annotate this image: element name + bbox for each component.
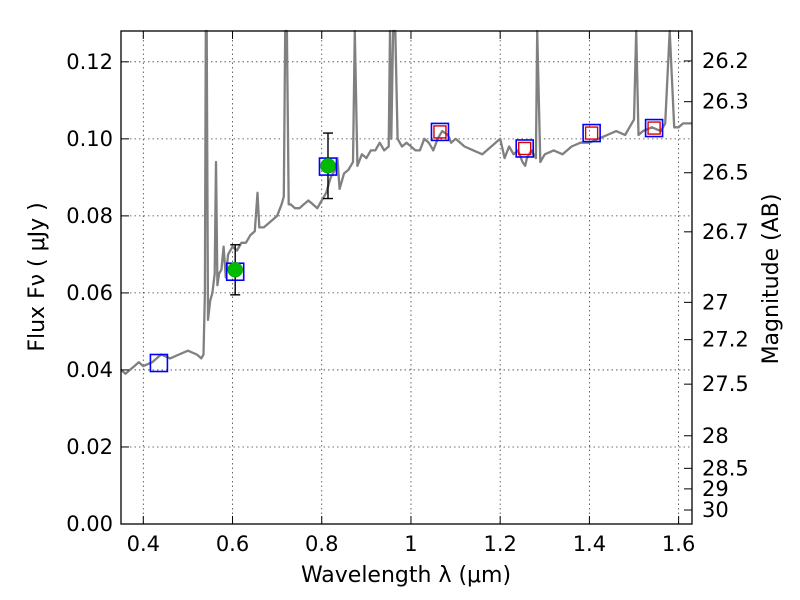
right-tick-label: 27 <box>702 290 729 314</box>
right-tick-label: 29 <box>702 477 729 501</box>
right-tick-label: 26.7 <box>702 220 749 244</box>
x-tick-label: 0.6 <box>216 532 249 556</box>
right-tick-label: 26.3 <box>702 90 749 114</box>
y-tick-label: 0.08 <box>66 204 113 228</box>
model-photometry-blue-square <box>644 118 664 138</box>
x-tick-label: 1.2 <box>483 532 516 556</box>
right-tick-label: 28 <box>702 424 729 448</box>
plot-frame <box>120 30 693 525</box>
model-photometry-red-square <box>647 121 661 135</box>
y-tick-label: 0.06 <box>66 281 113 305</box>
x-tick-label: 0.4 <box>127 532 160 556</box>
model-photometry-red-square <box>584 126 599 140</box>
model-photometry-red-square <box>433 125 447 139</box>
x-axis-label: Wavelength λ (μm) <box>301 563 511 588</box>
model-photometry-blue-square <box>582 123 601 143</box>
x-tick-label: 1 <box>404 532 417 556</box>
observed-photometry-point <box>227 262 243 278</box>
right-tick-label: 28.5 <box>702 456 749 480</box>
y-tick-label: 0.10 <box>66 127 113 151</box>
tick-layer: 0.4 0.6 0.8 1 1.2 1.4 1.6 0.00 0.02 0.04 0.06 0.08 0… <box>66 31 749 556</box>
right-tick-label: 30 <box>702 498 729 522</box>
y-tick-label: 0.00 <box>66 512 113 536</box>
right-axis-label-magnitude: Magnitude (AB) <box>759 194 784 365</box>
y-tick-label: 0.04 <box>66 358 113 382</box>
model-photometry-blue-square <box>149 353 169 373</box>
right-tick-label: 26.5 <box>702 161 749 185</box>
y-tick-label: 0.02 <box>66 435 113 459</box>
x-tick-label: 1.6 <box>662 532 695 556</box>
model-photometry-blue-square <box>430 122 450 142</box>
right-tick-label: 27.2 <box>702 328 749 352</box>
right-tick-label: 27.5 <box>702 372 749 396</box>
x-tick-label: 0.8 <box>305 532 338 556</box>
y-tick-label: 0.12 <box>66 50 113 74</box>
x-tick-label: 1.4 <box>573 532 606 556</box>
model-photometry-red-square <box>518 141 532 156</box>
series-layer <box>120 29 692 375</box>
y-axis-label: Flux Fν ( μJy ) <box>25 202 50 351</box>
right-tick-label: 26.2 <box>702 49 749 73</box>
model-photometry-blue-square <box>515 139 535 158</box>
observed-photometry-point <box>320 158 336 174</box>
marker-layer <box>149 118 664 373</box>
model-spectrum-line <box>120 29 692 375</box>
